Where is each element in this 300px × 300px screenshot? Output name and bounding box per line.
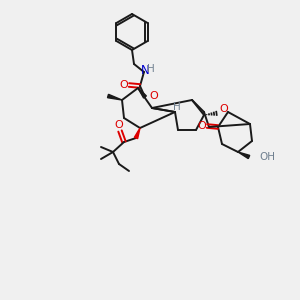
Text: O: O [198, 121, 206, 131]
Polygon shape [238, 152, 250, 159]
Text: O: O [115, 120, 123, 130]
Polygon shape [107, 94, 122, 100]
Text: O: O [149, 91, 158, 101]
Polygon shape [134, 128, 140, 139]
Text: O: O [120, 80, 128, 90]
Text: O: O [220, 104, 228, 114]
Text: H: H [173, 102, 181, 112]
Text: H: H [147, 64, 155, 74]
Text: N: N [141, 64, 149, 77]
Polygon shape [138, 88, 146, 98]
Text: OH: OH [259, 152, 275, 162]
